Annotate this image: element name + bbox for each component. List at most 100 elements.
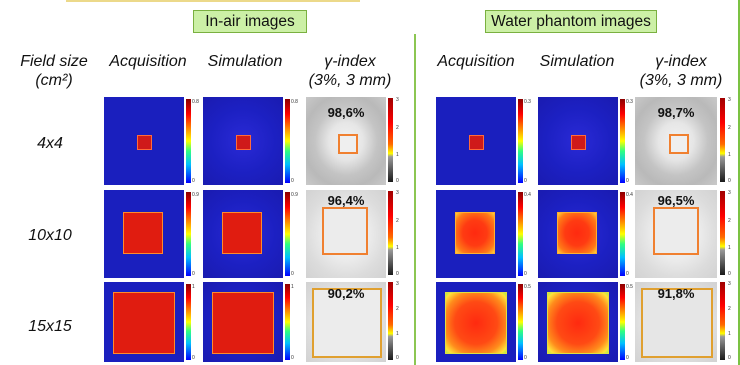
in-air-simulation-15x15-image	[203, 282, 283, 362]
gamma-pass-rate: 96,4%	[327, 193, 365, 208]
dose-colorbar	[518, 99, 523, 183]
colorbar-max: 0.9	[192, 192, 199, 198]
radiation-field	[236, 135, 251, 150]
water-gamma-header: γ-index (3%, 3 mm)	[626, 52, 736, 90]
gamma-tick: 1	[728, 152, 731, 158]
colorbar-max: 0.8	[291, 99, 298, 105]
gamma-tick: 1	[396, 245, 399, 251]
dose-colorbar	[186, 284, 191, 360]
gamma-field-outline	[669, 134, 689, 154]
dose-colorbar	[518, 192, 523, 276]
colorbar-max: 0.5	[524, 284, 531, 290]
gamma-label: γ-index	[324, 53, 376, 70]
in-air-simulation-header: Simulation	[207, 53, 283, 70]
gamma-criteria: (3%, 3 mm)	[308, 72, 392, 89]
gamma-tick: 3	[728, 97, 731, 103]
colorbar-max: 0.8	[192, 99, 199, 105]
colorbar-max: 0.3	[626, 99, 633, 105]
gamma-field-outline	[338, 134, 358, 154]
radiation-field	[123, 212, 163, 254]
radiation-field	[212, 292, 274, 354]
gamma-field-outline	[322, 207, 368, 255]
field-size-label: Field size	[20, 53, 88, 70]
gamma-colorbar	[720, 191, 725, 275]
colorbar-max: 0.3	[524, 99, 531, 105]
top-accent-line	[66, 0, 360, 2]
gamma-tick: 2	[728, 306, 731, 312]
colorbar-min: 0	[291, 355, 294, 361]
gamma-tick: 2	[396, 306, 399, 312]
radiation-field	[469, 135, 484, 150]
gamma-tick: 1	[728, 245, 731, 251]
colorbar-max: 1	[192, 284, 195, 290]
dose-colorbar	[285, 99, 290, 183]
dose-colorbar	[285, 284, 290, 360]
gamma-pass-rate: 91,8%	[657, 286, 695, 301]
row-label-4x4: 4x4	[37, 135, 63, 152]
gamma-tick: 3	[728, 190, 731, 196]
colorbar-min: 0	[626, 178, 629, 184]
colorbar-max: 0.4	[524, 192, 531, 198]
gamma-tick: 1	[396, 152, 399, 158]
gamma-tick: 0	[396, 271, 399, 277]
dose-colorbar	[620, 284, 625, 360]
gamma-tick: 2	[396, 218, 399, 224]
in-air-gamma-10x10-image: 96,4%	[306, 190, 386, 278]
colorbar-min: 0	[192, 271, 195, 277]
radiation-field	[571, 135, 586, 150]
water-acquisition-header: Acquisition	[437, 53, 515, 70]
colorbar-min: 0	[291, 178, 294, 184]
gamma-colorbar	[720, 282, 725, 360]
radiation-field	[455, 212, 495, 254]
gamma-tick: 0	[396, 355, 399, 361]
in-air-acquisition-10x10-image	[104, 190, 184, 278]
gamma-tick: 1	[396, 331, 399, 337]
field-size-header: Field size (cm²)	[4, 52, 104, 90]
water-simulation-10x10-image	[538, 190, 618, 278]
gamma-field-outline	[641, 288, 713, 358]
colorbar-min: 0	[524, 271, 527, 277]
section-divider	[414, 34, 416, 365]
dose-colorbar	[186, 192, 191, 276]
gamma-tick: 3	[396, 281, 399, 287]
colorbar-min: 0	[192, 178, 195, 184]
radiation-field	[222, 212, 262, 254]
radiation-field	[557, 212, 597, 254]
colorbar-max: 0.5	[626, 284, 633, 290]
radiation-field	[137, 135, 152, 150]
in-air-title: In-air images	[193, 10, 307, 33]
in-air-acquisition-15x15-image	[104, 282, 184, 362]
gamma-tick: 1	[728, 331, 731, 337]
water-simulation-header: Simulation	[539, 53, 615, 70]
right-accent-line	[738, 0, 740, 365]
water-acquisition-15x15-image	[436, 282, 516, 362]
gamma-pass-rate: 90,2%	[327, 286, 365, 301]
gamma-pass-rate: 98,7%	[657, 105, 695, 120]
in-air-simulation-10x10-image	[203, 190, 283, 278]
colorbar-min: 0	[524, 178, 527, 184]
gamma-colorbar	[720, 98, 725, 182]
gamma-pass-rate: 96,5%	[657, 193, 695, 208]
gamma-tick: 0	[728, 355, 731, 361]
colorbar-max: 0.9	[291, 192, 298, 198]
dose-colorbar	[620, 192, 625, 276]
gamma-colorbar	[388, 191, 393, 275]
dose-colorbar	[518, 284, 523, 360]
in-air-gamma-15x15-image: 90,2%	[306, 282, 386, 362]
in-air-gamma-header: γ-index (3%, 3 mm)	[296, 52, 404, 90]
water-gamma-10x10-image: 96,5%	[635, 190, 717, 278]
row-label-15x15: 15x15	[28, 318, 72, 335]
row-label-10x10: 10x10	[28, 227, 72, 244]
in-air-simulation-4x4-image	[203, 97, 283, 185]
colorbar-max: 1	[291, 284, 294, 290]
gamma-tick: 3	[728, 281, 731, 287]
in-air-acquisition-header: Acquisition	[109, 53, 187, 70]
field-size-unit: (cm²)	[35, 72, 73, 89]
water-acquisition-4x4-image	[436, 97, 516, 185]
water-phantom-title: Water phantom images	[485, 10, 657, 33]
water-simulation-4x4-image	[538, 97, 618, 185]
in-air-acquisition-4x4-image	[104, 97, 184, 185]
gamma-criteria: (3%, 3 mm)	[639, 72, 723, 89]
gamma-colorbar	[388, 282, 393, 360]
dose-colorbar	[186, 99, 191, 183]
